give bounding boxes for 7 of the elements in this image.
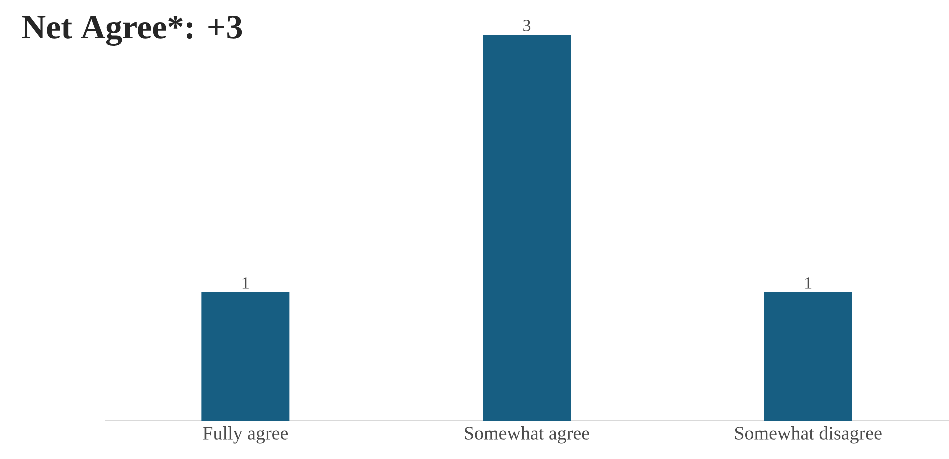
x-tick-label: Somewhat disagree: [735, 426, 882, 444]
x-tick-label: Fully agree: [203, 426, 288, 444]
data-label: 1: [242, 278, 249, 289]
data-label: 1: [806, 278, 812, 289]
data-label: 3: [524, 20, 531, 32]
x-tick-label: Somewhat agree: [465, 426, 590, 444]
chart-title: Net Agree*: +3: [22, 16, 242, 46]
